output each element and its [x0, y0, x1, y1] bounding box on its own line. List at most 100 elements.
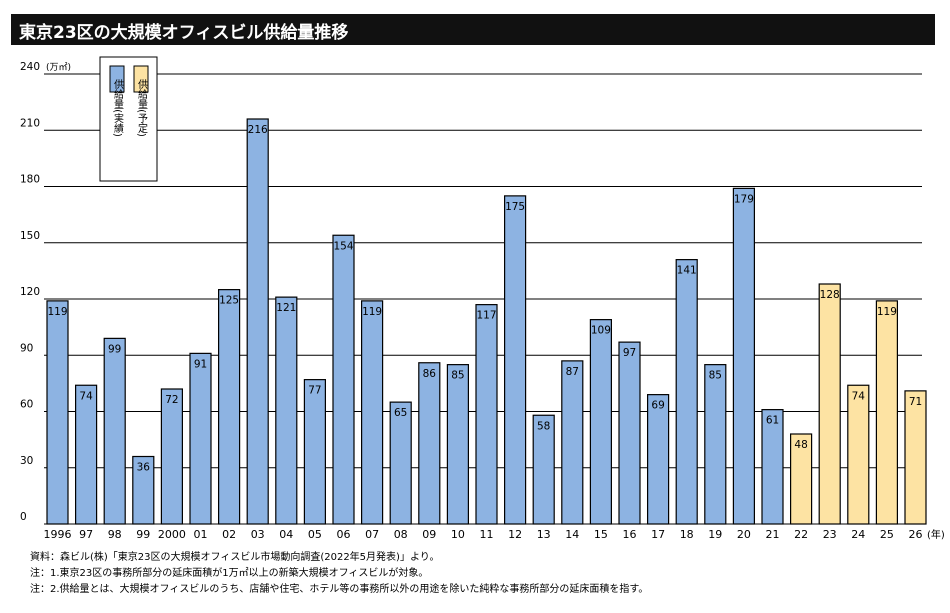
- bar-value-label: 97: [623, 347, 636, 359]
- x-tick-label: 17: [651, 528, 665, 541]
- bar-value-label: 99: [108, 343, 121, 355]
- x-axis-unit: (年): [927, 528, 945, 541]
- x-tick-label: 12: [508, 528, 522, 541]
- bar-19: [704, 364, 727, 525]
- x-tick-label: 07: [365, 528, 379, 541]
- y-tick-label: 150: [20, 230, 40, 242]
- x-tick-label: 1996: [44, 528, 72, 541]
- bar-98: [103, 337, 126, 525]
- note-source: 資料：森ビル(株)「東京23区の大規模オフィスビル市場動向調査(2022年5月発…: [30, 552, 440, 563]
- x-tick-label: 04: [279, 528, 293, 541]
- note-1: 注：1.東京23区の事務所部分の延床面積が1万㎡以上の新築大規模オフィスビルが対…: [30, 568, 429, 579]
- y-tick-label: 180: [20, 174, 40, 186]
- value-labels: 119 74 99 36 72 91 125 216 121 77 154 119 65 86 85 117 1…: [47, 124, 922, 474]
- x-tick-label: 03: [251, 528, 265, 541]
- x-tick-label: 01: [194, 528, 208, 541]
- bar-value-label: 58: [537, 420, 550, 432]
- bar-15: [589, 319, 613, 525]
- x-tick-label: 13: [537, 528, 551, 541]
- x-tick-label: 97: [79, 528, 93, 541]
- y-tick-label: 240: [20, 61, 40, 73]
- bar-value-label: 91: [194, 358, 207, 370]
- x-tick-label: 10: [451, 528, 465, 541]
- bar-value-label: 77: [308, 385, 321, 397]
- bar-03: [246, 118, 269, 525]
- bar-99: [132, 455, 155, 525]
- legend: 供給量(実績) 供給量(予定): [99, 56, 158, 182]
- bar-25: [875, 300, 899, 525]
- x-tick-label: 18: [680, 528, 694, 541]
- legend-swatch: [109, 65, 125, 93]
- x-tick-label: 22: [794, 528, 808, 541]
- x-tick-label: 16: [623, 528, 637, 541]
- bars: [46, 118, 927, 525]
- bar-value-label: 85: [451, 370, 464, 382]
- x-tick-label: 23: [823, 528, 837, 541]
- bar-24: [847, 384, 870, 525]
- bar-13: [532, 414, 555, 525]
- x-tick-label: 15: [594, 528, 608, 541]
- title-bar: 東京23区の大規模オフィスビル供給量推移: [11, 14, 935, 45]
- bar-value-label: 109: [591, 325, 611, 337]
- x-tick-label: 09: [422, 528, 436, 541]
- legend-swatch: [133, 65, 149, 93]
- y-tick-label: 30: [20, 455, 33, 467]
- bar-11: [475, 304, 498, 525]
- y-tick-label: 0: [20, 511, 27, 523]
- bar-value-label: 154: [333, 240, 353, 252]
- bar-16: [618, 341, 641, 525]
- bar-value-label: 48: [794, 439, 807, 451]
- x-tick-label: 2000: [158, 528, 186, 541]
- y-tick-label: 60: [20, 399, 33, 411]
- legend-label: 供給量(予定): [136, 78, 148, 137]
- bar-value-label: 72: [165, 394, 178, 406]
- bar-12: [504, 195, 527, 525]
- y-tick-label: 120: [20, 286, 40, 298]
- x-tick-label: 11: [480, 528, 494, 541]
- bar-01: [189, 352, 212, 525]
- bar-value-label: 71: [909, 396, 922, 408]
- bar-value-label: 141: [677, 265, 697, 277]
- bar-05: [303, 379, 326, 525]
- bar-26: [904, 390, 927, 525]
- note-2: 注：2.供給量とは、大規模オフィスビルのうち、店舗や住宅、ホテル等の事務所以外の…: [30, 584, 649, 595]
- bar-10: [446, 364, 469, 525]
- x-tick-label: 14: [565, 528, 579, 541]
- bar-22: [789, 433, 813, 525]
- bar-value-label: 119: [47, 306, 67, 318]
- y-axis-unit: (万㎡): [46, 62, 71, 73]
- bar-value-label: 175: [505, 201, 525, 213]
- x-tick-label: 06: [337, 528, 351, 541]
- bar-97: [74, 384, 98, 525]
- y-tick-label: 90: [20, 342, 33, 354]
- x-tick-label: 08: [394, 528, 408, 541]
- bar-2000: [160, 388, 183, 525]
- bar-09: [418, 362, 441, 525]
- bar-value-label: 36: [137, 462, 151, 474]
- bar-value-label: 128: [820, 289, 840, 301]
- bar-14: [561, 360, 584, 525]
- x-tick-label: 05: [308, 528, 322, 541]
- bar-06: [332, 234, 355, 525]
- bar-value-label: 86: [423, 368, 437, 380]
- bar-value-label: 119: [877, 306, 897, 318]
- chart-title: 東京23区の大規模オフィスビル供給量推移: [19, 23, 349, 43]
- bar-value-label: 117: [476, 310, 496, 322]
- bar-value-label: 87: [566, 366, 579, 378]
- bar-04: [275, 296, 298, 525]
- bar-21: [761, 409, 784, 525]
- notes: 資料：森ビル(株)「東京23区の大規模オフィスビル市場動向調査(2022年5月発…: [30, 550, 648, 598]
- bar-value-label: 74: [852, 390, 866, 402]
- bar-17: [646, 394, 670, 525]
- bar-value-label: 65: [394, 407, 407, 419]
- y-tick-label: 210: [20, 117, 40, 129]
- x-tick-label: 02: [222, 528, 236, 541]
- legend-label: 供給量(実績): [112, 78, 124, 137]
- bar-18: [675, 259, 698, 525]
- x-tick-label: 21: [766, 528, 780, 541]
- x-tick-label: 20: [737, 528, 751, 541]
- bar-value-label: 119: [362, 306, 382, 318]
- bar-23: [818, 283, 841, 525]
